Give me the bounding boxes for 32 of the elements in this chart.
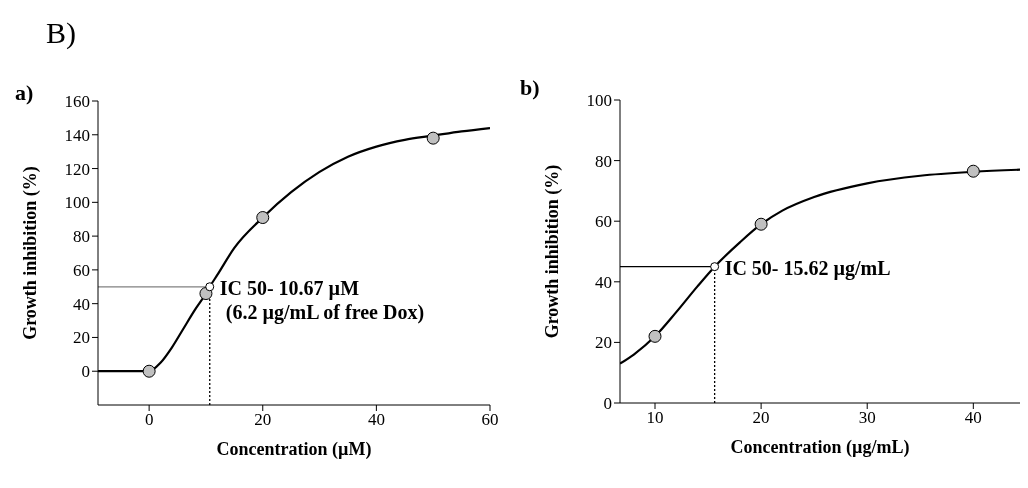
- x-axis-title: Concentration (µM): [216, 439, 372, 460]
- y-tick-label: 20: [73, 328, 90, 348]
- y-tick-label: 0: [81, 362, 90, 382]
- chart-title: b): [520, 75, 540, 101]
- y-tick-label: 140: [64, 125, 90, 145]
- y-tick-label: 60: [73, 260, 90, 280]
- text: B): [46, 16, 76, 50]
- y-tick-label: 120: [64, 159, 90, 179]
- y-tick-label: 20: [595, 333, 612, 353]
- y-tick-label: 100: [64, 193, 90, 213]
- chart-title: a): [15, 80, 34, 106]
- y-axis-title: Growth inhibition (%): [542, 164, 564, 339]
- y-tick-label: 80: [73, 227, 90, 247]
- y-tick-label: 100: [586, 91, 612, 111]
- x-axis-title: Concentration (µg/mL): [730, 437, 910, 458]
- y-tick-label: 80: [595, 151, 612, 171]
- y-tick-label: 160: [64, 92, 90, 112]
- x-tick-label: 20: [752, 408, 770, 428]
- x-tick-label: 60: [481, 410, 499, 430]
- x-tick-label: 40: [964, 408, 982, 428]
- y-tick-label: 40: [595, 272, 612, 292]
- annotation: IC 50- 10.67 µM (6.2 µg/mL of free Dox): [219, 276, 425, 324]
- y-axis-title: Growth inhibition (%): [20, 166, 42, 340]
- x-tick-label: 10: [646, 408, 664, 428]
- x-tick-label: 20: [254, 410, 272, 430]
- y-tick-label: 0: [603, 394, 612, 414]
- annotation: IC 50- 15.62 µg/mL: [724, 256, 891, 280]
- y-tick-label: 40: [73, 294, 90, 314]
- y-tick-label: 60: [595, 212, 612, 232]
- x-tick-label: 30: [858, 408, 876, 428]
- x-tick-label: 40: [367, 410, 385, 430]
- x-tick-label: 0: [144, 410, 154, 430]
